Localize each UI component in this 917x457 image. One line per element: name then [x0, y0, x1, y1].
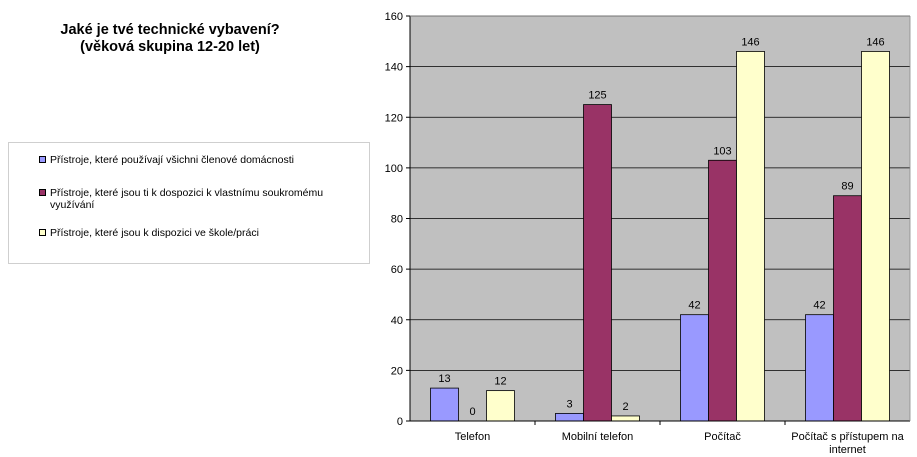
bar-2-3: [708, 159, 737, 422]
data-label: 13: [438, 373, 450, 385]
data-label: 146: [741, 36, 759, 48]
bar-1-3: [680, 314, 709, 422]
y-tick-label: 140: [385, 62, 403, 74]
data-label: 0: [469, 406, 475, 418]
data-label: 103: [713, 145, 731, 157]
legend-label-3: Přístroje, které jsou k dispozici ve ško…: [50, 227, 259, 239]
bar-1-2: [555, 413, 584, 422]
data-label: 42: [813, 300, 825, 312]
x-tick-label: internet: [829, 444, 866, 456]
legend-item-1: Přístroje, které používají všichni členo…: [39, 154, 350, 166]
data-label: 12: [494, 376, 506, 388]
chart-title: Jaké je tvé technické vybavení? (věková …: [10, 22, 330, 56]
y-tick-label: 40: [391, 315, 403, 327]
data-label: 2: [622, 401, 628, 413]
bar-3-4: [861, 51, 890, 422]
legend-item-2: Přístroje, které jsou ti k dospozici k v…: [39, 187, 350, 211]
y-tick-label: 0: [397, 416, 403, 428]
bar-3-2: [611, 415, 640, 422]
y-tick-label: 80: [391, 214, 403, 226]
bar-3-1: [486, 390, 515, 422]
legend-item-3: Přístroje, které jsou k dispozici ve ško…: [39, 227, 350, 239]
legend-label-1: Přístroje, které používají všichni členo…: [50, 154, 294, 166]
chart-title-line-2: (věková skupina 12-20 let): [80, 39, 260, 55]
bar-3-3: [736, 51, 765, 422]
bar-1-4: [805, 314, 834, 422]
chart-title-line-1: Jaké je tvé technické vybavení?: [60, 22, 280, 38]
bar-2-2: [583, 104, 612, 422]
legend-swatch-2: [39, 189, 46, 196]
data-label: 89: [841, 181, 853, 193]
bar-2-4: [833, 195, 862, 422]
bar-1-1: [430, 387, 459, 422]
x-tick-label: Mobilní telefon: [562, 431, 634, 443]
y-tick-label: 160: [385, 11, 403, 23]
x-tick-label: Telefon: [455, 431, 490, 443]
y-tick-label: 120: [385, 112, 403, 124]
data-label: 146: [866, 36, 884, 48]
data-label: 3: [566, 398, 572, 410]
y-tick-label: 20: [391, 365, 403, 377]
legend-swatch-1: [39, 156, 46, 163]
data-label: 125: [588, 90, 606, 102]
legend-swatch-3: [39, 229, 46, 236]
chart-legend: Přístroje, které používají všichni členo…: [8, 142, 370, 264]
y-tick-label: 100: [385, 163, 403, 175]
y-tick-label: 60: [391, 264, 403, 276]
legend-label-2: Přístroje, které jsou ti k dospozici k v…: [50, 187, 324, 211]
x-tick-label: Počítač: [704, 431, 741, 443]
data-label: 42: [688, 300, 700, 312]
x-tick-label: Počítač s přístupem na: [791, 431, 904, 443]
